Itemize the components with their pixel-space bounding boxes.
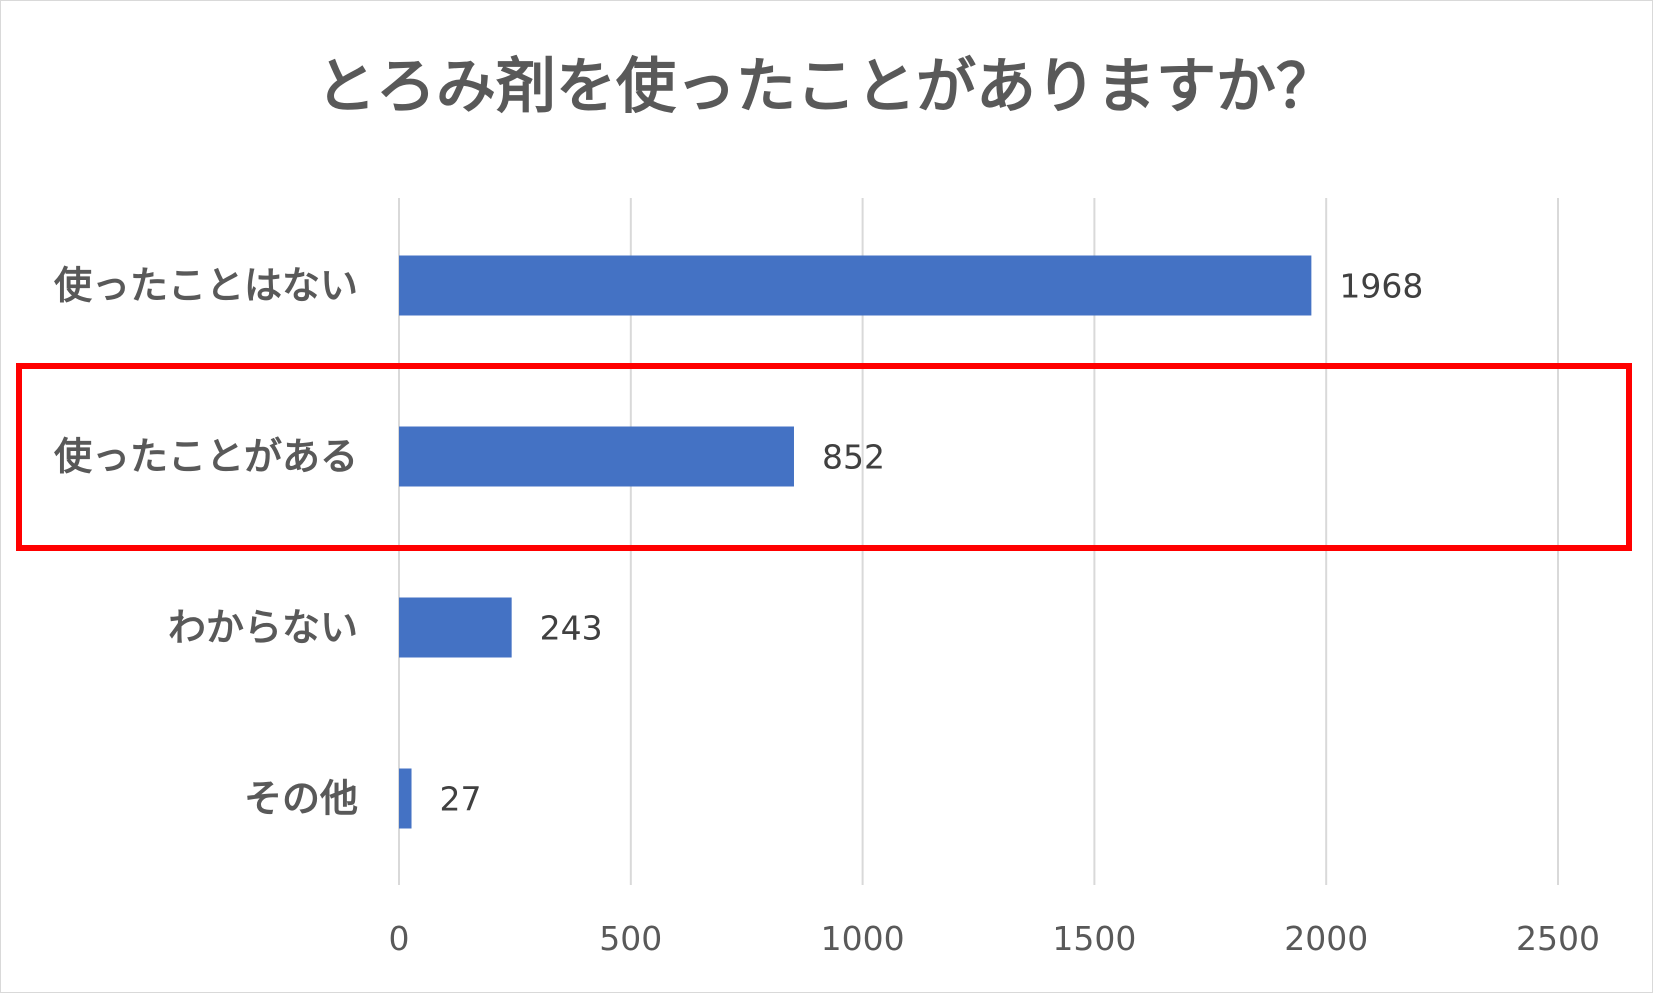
highlight-box — [16, 363, 1632, 551]
data-label: 852 — [822, 438, 885, 477]
category-label: その他 — [244, 777, 358, 821]
x-tick-label: 2000 — [1284, 919, 1368, 958]
x-tick-label: 0 — [389, 919, 410, 958]
category-label: わからない — [168, 606, 358, 650]
chart-title: とろみ剤を使ったことがありますか？ — [316, 52, 1336, 122]
category-label: 使ったことはない — [54, 264, 358, 308]
labels: 1968 使ったことはない 852 使ったことがある 243 わからない 27 その他 — [54, 264, 1423, 821]
x-axis-ticks: 0 500 1000 1500 2000 2500 — [389, 919, 1600, 958]
data-label: 243 — [540, 609, 603, 648]
bars — [399, 255, 1312, 829]
data-label: 27 — [440, 780, 482, 819]
data-label: 1968 — [1339, 267, 1423, 306]
category-label: 使ったことがある — [54, 435, 358, 479]
x-tick-label: 2500 — [1516, 919, 1600, 958]
bar — [399, 768, 412, 829]
x-tick-label: 1000 — [821, 919, 905, 958]
bar — [399, 426, 794, 487]
bar — [399, 255, 1312, 316]
x-tick-label: 1500 — [1052, 919, 1136, 958]
x-tick-label: 500 — [599, 919, 662, 958]
bar — [399, 597, 512, 658]
